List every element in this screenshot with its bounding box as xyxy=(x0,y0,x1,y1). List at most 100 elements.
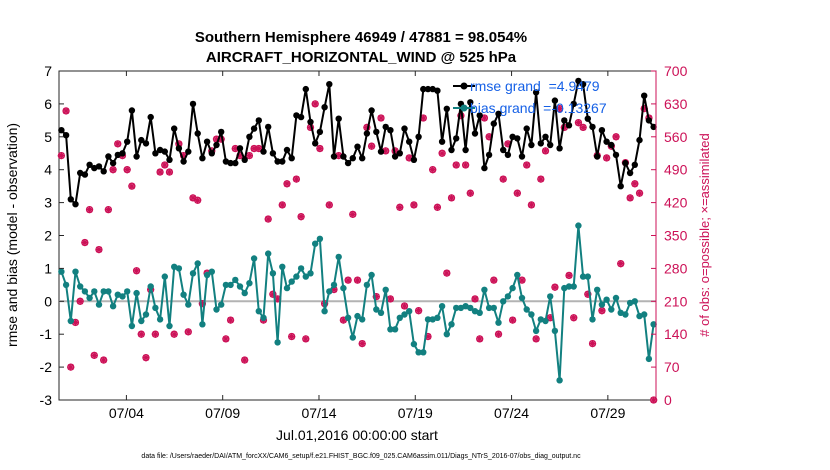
obs-assimilated-marker xyxy=(495,330,503,338)
obs-assimilated-marker xyxy=(95,246,103,254)
rmse-point xyxy=(354,143,361,150)
bias-point xyxy=(274,339,281,346)
bias-point xyxy=(575,222,582,229)
bias-point xyxy=(542,317,549,325)
rmse-point xyxy=(626,169,634,177)
rmse-point xyxy=(297,113,305,121)
rmse-point xyxy=(363,130,371,137)
obs-assimilated-marker xyxy=(339,316,347,324)
bias-point xyxy=(631,298,638,305)
obs-assimilated-marker xyxy=(335,152,343,160)
rmse-point xyxy=(462,146,469,154)
rmse-point xyxy=(349,155,356,162)
obs-count-marker-pair xyxy=(612,133,620,141)
rmse-point xyxy=(608,141,615,149)
obs-count-marker-pair xyxy=(142,354,150,362)
obs-assimilated-marker xyxy=(556,105,564,113)
x-axis-tick-label: 07/04 xyxy=(109,405,144,421)
obs-count-marker-pair xyxy=(400,302,409,310)
obs-assimilated-marker xyxy=(241,356,249,364)
obs-assimilated-marker xyxy=(532,335,540,343)
rmse-point xyxy=(377,148,385,155)
bias-point xyxy=(612,294,620,302)
x-axis-tick-label: 07/19 xyxy=(398,405,433,421)
obs-count-marker-pair xyxy=(241,356,249,364)
rmse-point xyxy=(344,159,352,167)
obs-count-marker-pair xyxy=(128,182,136,190)
bias-point xyxy=(232,276,239,284)
rmse-point xyxy=(579,81,587,88)
rmse-point xyxy=(227,159,234,167)
obs-count-marker-pair xyxy=(349,210,357,219)
bias-point xyxy=(453,304,460,312)
bias-point xyxy=(420,349,427,356)
bias-point xyxy=(410,340,418,348)
obs-assimilated-marker xyxy=(579,123,587,131)
obs-count-marker-pair xyxy=(170,330,178,338)
bias-point xyxy=(330,281,338,289)
obs-assimilated-marker xyxy=(292,175,300,183)
obs-assimilated-marker xyxy=(499,175,507,183)
obs-count-marker-pair xyxy=(537,175,545,183)
obs-assimilated-marker xyxy=(62,107,70,115)
bias-point xyxy=(161,273,168,280)
obs-count-marker-pair xyxy=(532,335,540,343)
obs-count-marker-pair xyxy=(67,363,75,371)
bias-point xyxy=(124,288,131,295)
bias-point xyxy=(598,301,606,308)
obs-assimilated-marker xyxy=(363,123,371,131)
bias-point xyxy=(265,250,272,257)
rmse-point xyxy=(302,85,309,93)
rmse-point xyxy=(415,133,422,140)
bias-point xyxy=(406,308,413,315)
bias-point xyxy=(119,293,126,300)
obs-count-marker-pair xyxy=(156,168,164,176)
rmse-point xyxy=(340,153,347,160)
obs-assimilated-marker xyxy=(386,295,394,303)
obs-assimilated-marker xyxy=(377,114,385,122)
rmse-point xyxy=(547,141,554,149)
obs-assimilated-marker xyxy=(612,133,620,141)
bias-point xyxy=(335,253,342,261)
obs-assimilated-marker xyxy=(443,269,451,277)
bias-point xyxy=(377,309,385,316)
obs-count-marker-pair xyxy=(476,335,484,343)
bias-point xyxy=(246,280,253,287)
obs-assimilated-marker xyxy=(104,206,112,214)
bias-point xyxy=(354,312,361,320)
obs-count-marker-pair xyxy=(132,267,141,275)
rmse-point xyxy=(166,156,173,163)
bias-point xyxy=(500,298,507,305)
rmse-point xyxy=(250,125,258,132)
obs-count-marker-pair xyxy=(344,276,352,284)
bias-point xyxy=(241,289,248,297)
obs-assimilated-marker xyxy=(156,168,164,176)
rmse-point xyxy=(279,158,286,165)
obs-count-marker-pair xyxy=(222,335,230,343)
chart-title-line-2: AIRCRAFT_HORIZONTAL_WIND @ 525 hPa xyxy=(206,49,517,66)
rmse-point xyxy=(382,123,389,131)
obs-assimilated-marker xyxy=(485,133,493,141)
rmse-point xyxy=(476,112,483,119)
rmse-point xyxy=(556,145,563,152)
bias-point xyxy=(156,316,164,323)
bias-point xyxy=(514,271,521,279)
obs-assimilated-marker xyxy=(198,300,206,308)
obs-assimilated-marker xyxy=(306,123,314,131)
obs-count-marker-pair xyxy=(137,330,145,338)
obs-count-marker-pair xyxy=(635,189,644,197)
obs-count-marker-pair xyxy=(570,314,578,322)
rmse-point xyxy=(335,115,342,122)
bias-point xyxy=(579,273,587,280)
rmse-point xyxy=(105,153,112,160)
obs-assimilated-marker xyxy=(570,314,578,322)
bias-point xyxy=(438,303,446,310)
rmse-point xyxy=(326,81,333,88)
obs-assimilated-marker xyxy=(170,330,178,338)
obs-count-marker-pair xyxy=(433,203,442,211)
bias-point xyxy=(415,349,422,356)
obs-assimilated-marker xyxy=(231,145,239,153)
rmse-point xyxy=(100,168,107,175)
bias-point xyxy=(551,327,559,335)
obs-count-marker-pair xyxy=(410,201,418,209)
